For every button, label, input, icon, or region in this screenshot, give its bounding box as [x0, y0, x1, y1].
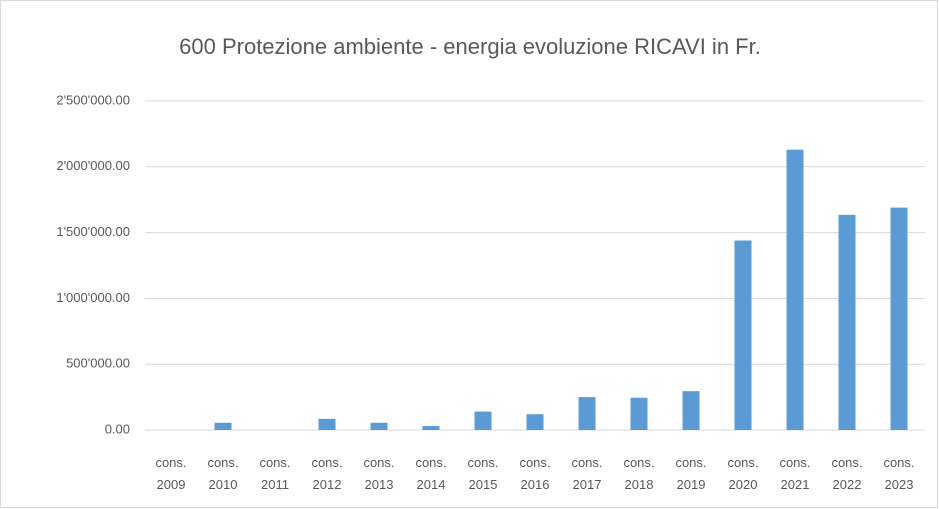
x-tick-label: cons. 2009	[155, 455, 186, 492]
bar	[526, 414, 544, 430]
bar	[474, 411, 492, 430]
bar	[214, 422, 232, 430]
x-tick-label: cons. 2017	[571, 455, 602, 492]
x-tick-label: cons. 2023	[883, 455, 914, 492]
y-tick-label: 0.00	[105, 421, 130, 436]
x-tick-label: cons. 2016	[519, 455, 550, 492]
x-tick-label: cons. 2010	[207, 455, 238, 492]
x-tick-label: cons. 2021	[779, 455, 810, 492]
bar	[838, 214, 856, 430]
x-tick-label: cons. 2022	[831, 455, 862, 492]
y-tick-label: 2'500'000.00	[56, 92, 130, 107]
x-tick-label: cons. 2013	[363, 455, 394, 492]
chart-title: 600 Protezione ambiente - energia evoluz…	[179, 34, 761, 59]
bar	[786, 149, 804, 430]
y-tick-label: 2'000'000.00	[56, 158, 130, 173]
bar	[682, 391, 700, 430]
x-tick-label: cons. 2020	[727, 455, 758, 492]
x-tick-label: cons. 2019	[675, 455, 706, 492]
y-tick-label: 1'500'000.00	[56, 224, 130, 239]
bar	[630, 397, 648, 430]
bar	[318, 418, 336, 430]
bar	[734, 240, 752, 430]
x-tick-label: cons. 2015	[467, 455, 498, 492]
x-tick-label: cons. 2011	[259, 455, 290, 492]
bar	[370, 422, 388, 430]
x-tick-label: cons. 2014	[415, 455, 446, 492]
bar	[890, 207, 908, 430]
y-tick-label: 1'000'000.00	[56, 290, 130, 305]
x-tick-label: cons. 2012	[311, 455, 342, 492]
bar	[578, 397, 596, 430]
y-tick-label: 500'000.00	[66, 356, 130, 371]
x-tick-label: cons. 2018	[623, 455, 654, 492]
bar	[422, 426, 440, 430]
